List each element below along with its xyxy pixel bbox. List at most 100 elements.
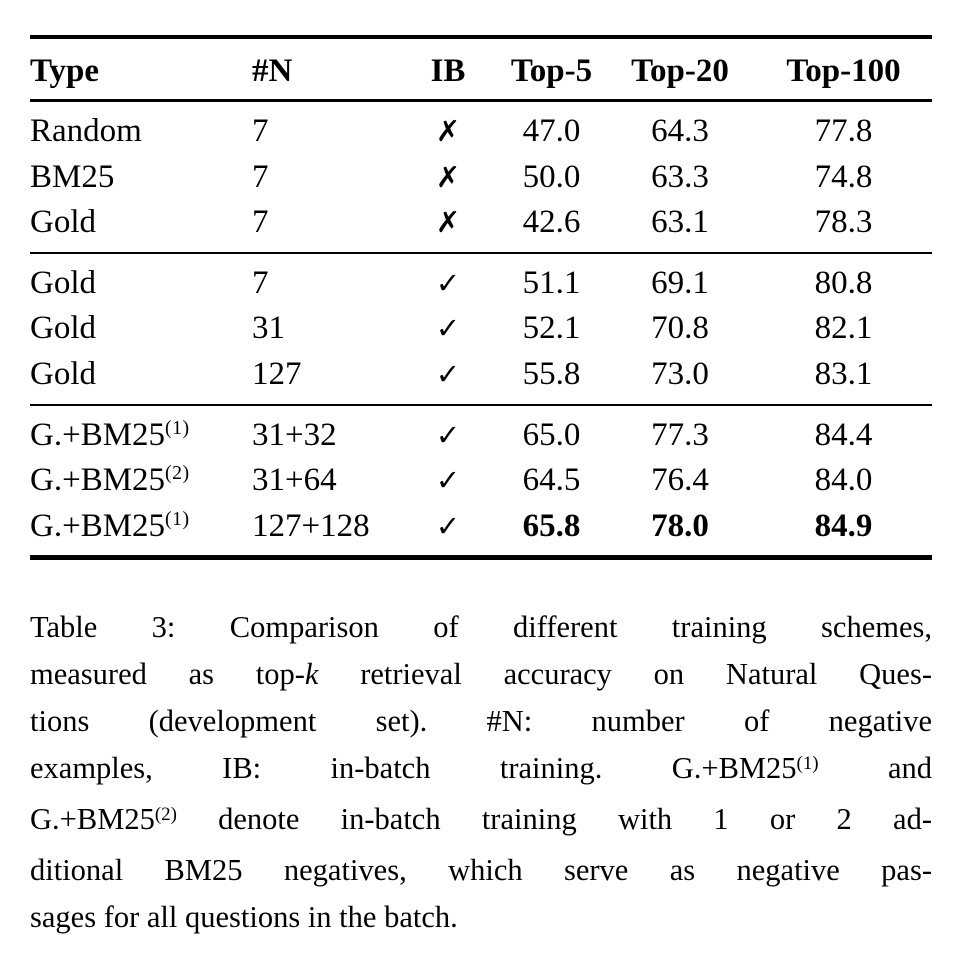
cell-num-negatives: 7 [252, 264, 269, 301]
caption-italic-k: k [304, 657, 319, 692]
caption-line: examples, IB: in-batch training. G.+BM25… [30, 745, 932, 796]
table-row: Gold 7 ✗ 42.6 63.1 78.3 [30, 200, 932, 253]
cell-top5: 47.0 [522, 112, 581, 149]
cell-in-batch: ✓ [398, 306, 498, 352]
cell-num-negatives: 31+32 [252, 416, 337, 453]
cell-top5: 51.1 [522, 264, 581, 301]
type-superscript: (1) [165, 507, 190, 530]
cell-num-negatives: 127+128 [252, 507, 370, 544]
cell-top5: 50.0 [522, 158, 581, 195]
cell-in-batch: ✓ [398, 504, 498, 558]
caption-line: measured as top-k retrieval accuracy on … [30, 651, 932, 698]
table-group-no-in-batch: Random 7 ✗ 47.0 64.3 77.8 BM25 7 ✗ 50.0 63.3 74.8 Go… [30, 100, 932, 252]
check-icon: ✓ [435, 508, 461, 543]
caption-text: G.+BM25 [30, 802, 155, 837]
table-group-gold-plus-bm25: G.+BM25(1) 31+32 ✓ 65.0 77.3 84.4 G.+BM25(2) 31… [30, 404, 932, 558]
caption-line: G.+BM25(2) denote in-batch training with… [30, 796, 932, 847]
cell-in-batch: ✓ [398, 352, 498, 405]
cell-top20: 70.8 [651, 310, 709, 347]
caption-superscript: (1) [796, 752, 819, 774]
cell-top100: 83.1 [814, 356, 873, 392]
cell-num-negatives: 7 [252, 158, 269, 195]
caption-text: denote in-batch training with 1 or 2 ad- [176, 802, 932, 837]
caption-line: sages for all questions in the batch. [30, 894, 932, 941]
cell-type: G.+BM25(1) [30, 507, 190, 544]
paper-page: Type #N IB Top-5 Top-20 Top-100 Random 7 ✗ 47.0 6… [30, 35, 932, 941]
check-icon: ✓ [435, 463, 461, 498]
cell-top100: 77.8 [814, 112, 873, 149]
check-icon: ✓ [435, 311, 461, 346]
cell-top20: 77.3 [651, 416, 709, 453]
cell-num-negatives: 31 [252, 310, 285, 347]
cell-top20: 63.3 [651, 158, 709, 195]
cell-top5: 65.0 [522, 416, 581, 453]
table-row: G.+BM25(1) 127+128 ✓ 65.8 78.0 84.9 [30, 504, 932, 558]
type-superscript: (1) [165, 416, 190, 439]
cell-num-negatives: 7 [252, 204, 269, 241]
cell-type: Gold [30, 204, 96, 241]
cell-in-batch: ✓ [398, 253, 498, 307]
caption-text: sages for all questions in the batch. [30, 900, 458, 935]
caption-line: Table 3: Comparison of different trainin… [30, 604, 932, 651]
cell-top100: 84.9 [814, 507, 873, 544]
table-row: G.+BM25(1) 31+32 ✓ 65.0 77.3 84.4 [30, 405, 932, 459]
cell-top5: 65.8 [522, 507, 581, 544]
check-icon: ✓ [435, 265, 461, 300]
cell-top20: 76.4 [651, 462, 709, 499]
cell-in-batch: ✗ [398, 155, 498, 201]
caption-text: ditional BM25 negatives, which serve as … [30, 853, 932, 888]
cell-type: Gold [30, 264, 96, 301]
table-header: Type #N IB Top-5 Top-20 Top-100 [30, 37, 932, 101]
table-row: BM25 7 ✗ 50.0 63.3 74.8 [30, 155, 932, 201]
col-header-top100: Top-100 [786, 53, 901, 89]
cell-type: G.+BM25(2) [30, 462, 190, 499]
cell-top100: 84.0 [814, 462, 873, 499]
cell-top100: 82.1 [814, 310, 873, 347]
cell-in-batch: ✓ [398, 458, 498, 504]
caption-text: examples, IB: in-batch training. G.+BM25 [30, 751, 797, 786]
cell-top5: 64.5 [522, 462, 581, 499]
cross-icon: ✗ [435, 205, 461, 240]
type-superscript: (2) [165, 462, 190, 485]
cell-num-negatives: 7 [252, 112, 269, 149]
caption-line: ditional BM25 negatives, which serve as … [30, 847, 932, 894]
col-header-top5: Top-5 [510, 53, 593, 89]
caption-line: tions (development set). #N: number of n… [30, 698, 932, 745]
cell-top5: 55.8 [522, 356, 581, 392]
table-row: Gold 127 ✓ 55.8 73.0 83.1 [30, 352, 932, 405]
cell-top20: 78.0 [651, 507, 709, 544]
cell-in-batch: ✓ [398, 405, 498, 459]
cell-top100: 74.8 [814, 158, 873, 195]
cell-top100: 78.3 [814, 204, 873, 241]
cell-top20: 64.3 [651, 112, 709, 149]
caption-text: retrieval accuracy on Natural Ques- [318, 657, 932, 692]
cell-type: Gold [30, 310, 96, 347]
caption-text: measured as top- [30, 657, 305, 692]
table-caption: Table 3: Comparison of different trainin… [30, 604, 932, 941]
cell-top20: 69.1 [651, 264, 709, 301]
check-icon: ✓ [435, 357, 461, 391]
results-table: Type #N IB Top-5 Top-20 Top-100 Random 7 ✗ 47.0 6… [30, 35, 932, 561]
caption-text: and [818, 751, 932, 786]
caption-text: Table 3: Comparison of different trainin… [30, 610, 932, 645]
cell-top100: 84.4 [814, 416, 873, 453]
cell-num-negatives: 31+64 [252, 462, 337, 499]
cell-type: Random [30, 112, 142, 149]
table-group-gold-in-batch: Gold 7 ✓ 51.1 69.1 80.8 Gold 31 ✓ 52.1 70.8 82.1 Gol… [30, 252, 932, 405]
cell-type: BM25 [30, 158, 115, 195]
cell-top5: 52.1 [522, 310, 581, 347]
table-row: Gold 7 ✓ 51.1 69.1 80.8 [30, 253, 932, 307]
cell-top20: 73.0 [651, 356, 709, 392]
col-header-n: #N [252, 53, 293, 89]
check-icon: ✓ [435, 417, 461, 452]
table-row: Gold 31 ✓ 52.1 70.8 82.1 [30, 306, 932, 352]
caption-text: tions (development set). #N: number of n… [30, 704, 932, 739]
cell-top20: 63.1 [651, 204, 709, 241]
col-header-ib: IB [430, 53, 466, 89]
cell-type: Gold [30, 356, 96, 392]
table-row: G.+BM25(2) 31+64 ✓ 64.5 76.4 84.0 [30, 458, 932, 504]
cross-icon: ✗ [435, 113, 461, 148]
table-row: Random 7 ✗ 47.0 64.3 77.8 [30, 100, 932, 154]
caption-superscript: (2) [154, 803, 177, 825]
table-header-row: Type #N IB Top-5 Top-20 Top-100 [30, 37, 932, 100]
